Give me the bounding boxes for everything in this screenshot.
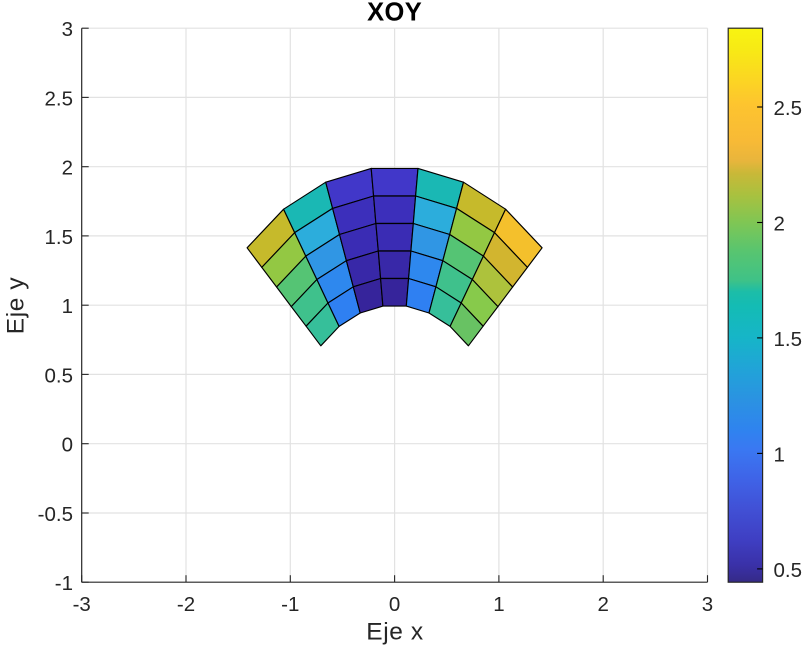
svg-text:-2: -2	[177, 593, 195, 616]
svg-text:2: 2	[774, 213, 785, 236]
svg-text:2: 2	[62, 157, 73, 180]
svg-text:2.5: 2.5	[45, 87, 74, 110]
svg-text:1.5: 1.5	[774, 328, 802, 351]
svg-text:0.5: 0.5	[774, 559, 802, 582]
svg-text:-0.5: -0.5	[38, 503, 73, 526]
svg-text:-3: -3	[73, 593, 91, 616]
svg-text:XOY: XOY	[367, 0, 422, 26]
svg-text:2.5: 2.5	[774, 97, 802, 120]
svg-text:2: 2	[597, 593, 608, 616]
svg-text:Eje y: Eje y	[2, 277, 29, 335]
svg-text:1: 1	[493, 593, 504, 616]
svg-text:0: 0	[389, 593, 400, 616]
svg-text:Eje x: Eje x	[366, 619, 423, 646]
svg-text:0.5: 0.5	[45, 364, 74, 387]
svg-text:3: 3	[702, 593, 713, 616]
svg-text:1.5: 1.5	[45, 226, 74, 249]
svg-text:0: 0	[62, 434, 73, 457]
svg-text:1: 1	[62, 295, 73, 318]
svg-text:3: 3	[62, 18, 73, 41]
svg-text:-1: -1	[281, 593, 299, 616]
svg-text:-1: -1	[55, 572, 73, 595]
svg-text:1: 1	[774, 443, 785, 466]
